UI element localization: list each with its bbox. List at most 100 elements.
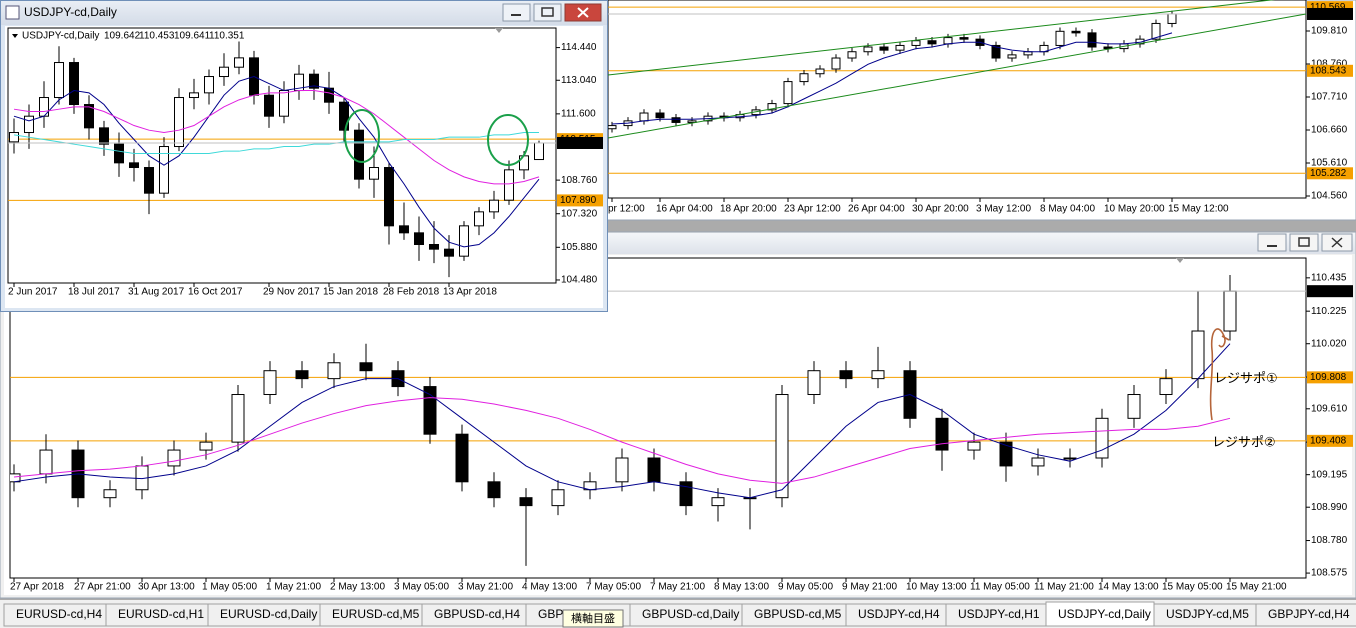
candle-body (991, 44, 1001, 59)
level-tag (1307, 371, 1353, 384)
candle-body (711, 497, 725, 507)
plot: 110.435110.225110.020109.810109.610109.4… (10, 272, 1353, 593)
current-price-tag (1307, 7, 1353, 20)
y-tick-label: 110.435 (1311, 272, 1347, 283)
window-buttons (502, 3, 602, 22)
candle-body (39, 449, 53, 475)
x-tick-label: 27 Apr 21:00 (74, 582, 131, 593)
plot-frame (607, 0, 1307, 199)
x-tick-label: 31 Aug 2017 (128, 287, 185, 298)
tab-box (1255, 603, 1356, 627)
x-tick-label: 15 May 12:00 (1168, 204, 1229, 215)
candle-body (608, 125, 617, 130)
channel-line (607, 13, 1307, 139)
x-tick-label: 18 Jul 2017 (68, 287, 120, 298)
candle-body (399, 225, 409, 234)
x-tick-label: 28 Feb 2018 (383, 287, 440, 298)
tab-label: EURUSD-cd,H1 (118, 607, 204, 621)
x-tick-label: 8 May 13:00 (714, 582, 769, 593)
info-line: USDJPY-cd,Daily 109.642 110.453 109.641 … (12, 31, 245, 42)
candle-body (879, 46, 889, 51)
x-tick-label: 15 Jan 2018 (323, 287, 378, 298)
tab[interactable]: EURUSD-cd,M5 (319, 603, 423, 627)
y-tick-label: 111.600 (561, 108, 596, 119)
candle-body (1167, 13, 1177, 24)
h4-window: 109.810 108.760 107.710 106.660 105.610 104.5… (599, 0, 1356, 221)
candle-body (799, 73, 809, 83)
shift-marker (1176, 258, 1184, 263)
tab[interactable]: GBPJPY-cd,H4 (1255, 603, 1356, 627)
y-tick-label: 108.760 (561, 175, 598, 186)
tab[interactable]: USDJPY-cd,H4 (845, 603, 947, 627)
plot-content (10, 274, 1306, 566)
x-tick-label: 11 May 05:00 (970, 582, 1030, 593)
shift-marker (495, 28, 503, 33)
level-tag (1307, 434, 1353, 447)
candle-body (199, 441, 213, 451)
candle-body (1063, 457, 1077, 460)
candle-body (444, 248, 454, 257)
y-tick-label: 107.320 (561, 208, 598, 219)
candle-body (1159, 378, 1173, 396)
candle-body (219, 66, 229, 78)
y-tick-label: 110.225 (1311, 306, 1347, 317)
x-tick-label: 10 May 20:00 (1104, 204, 1165, 215)
plot: 114.440 113.040 111.600 108.760 107.320 105.8… (8, 41, 603, 298)
tab[interactable]: GBPUSD-cd,H4 (421, 603, 527, 627)
maximize-button[interactable] (533, 3, 562, 22)
close-icon (577, 7, 589, 18)
candle-body (84, 104, 94, 129)
tab[interactable]: USDJPY-cd,H1 (945, 603, 1047, 627)
y-tick-label: 104.560 (1311, 191, 1348, 202)
tab-label: EURUSD-cd,Daily (220, 607, 317, 621)
tab-label: USDJPY-cd,H4 (858, 607, 940, 621)
minimize-button[interactable] (502, 3, 531, 22)
candle-body (114, 143, 124, 164)
info-low: 109.641 (174, 31, 211, 42)
candle-body (309, 73, 319, 89)
info-arrow (12, 34, 18, 38)
maximize-button[interactable] (1289, 233, 1319, 252)
info-symbol: USDJPY-cd,Daily (22, 31, 99, 42)
candle-body (679, 481, 693, 507)
x-tick-label: 29 Nov 2017 (263, 287, 320, 298)
minimize-button[interactable] (1257, 233, 1287, 252)
tab[interactable]: EURUSD-cd,H4 (3, 603, 107, 627)
moving-average (13, 75, 540, 248)
tab-label: EURUSD-cd,H4 (16, 607, 102, 621)
x-tick-label: 14 May 13:00 (1098, 582, 1159, 593)
tab-label: GBPJPY-cd,H4 (1268, 607, 1350, 621)
y-tick-label: 107.710 (1311, 92, 1348, 103)
candle-body (1031, 457, 1045, 467)
candle-body (847, 51, 857, 59)
candle-body (815, 68, 825, 75)
candle-body (1127, 394, 1141, 419)
annotation: レジサポ① (1214, 370, 1278, 385)
moving-average (13, 397, 1231, 484)
candle-body (911, 40, 921, 46)
tab[interactable]: USDJPY-cd,Daily (1045, 601, 1155, 627)
candle-body (895, 44, 905, 51)
y-tick-label: 106.660 (1311, 125, 1348, 136)
x-tick-label: 30 Apr 20:00 (912, 204, 969, 215)
y-tick-label: 105.880 (561, 242, 598, 253)
current-price-label: 110.351 (1310, 9, 1346, 20)
tooltip-text: 横軸目盛 (571, 611, 615, 625)
candle-body (935, 417, 949, 451)
tab[interactable]: EURUSD-cd,Daily (207, 603, 321, 627)
tab[interactable]: GBPUSD-cd,M5 (741, 603, 847, 627)
y-tick-label: 110.020 (1311, 338, 1347, 349)
y-tick-label: 105.610 (1311, 158, 1348, 169)
candle-body (354, 129, 364, 180)
level-tag (1307, 167, 1353, 180)
tab[interactable]: EURUSD-cd,H1 (105, 603, 209, 627)
candle-body (231, 394, 245, 443)
candle-body (671, 117, 681, 123)
maximize-icon (1298, 237, 1310, 247)
candle-body (339, 101, 349, 131)
tab-label: USDJPY-cd,M5 (1166, 607, 1249, 621)
tooltip-box (562, 609, 624, 628)
tab[interactable]: GBPUSD-cd,Daily (629, 603, 743, 627)
tab[interactable]: USDJPY-cd,M5 (1153, 603, 1257, 627)
